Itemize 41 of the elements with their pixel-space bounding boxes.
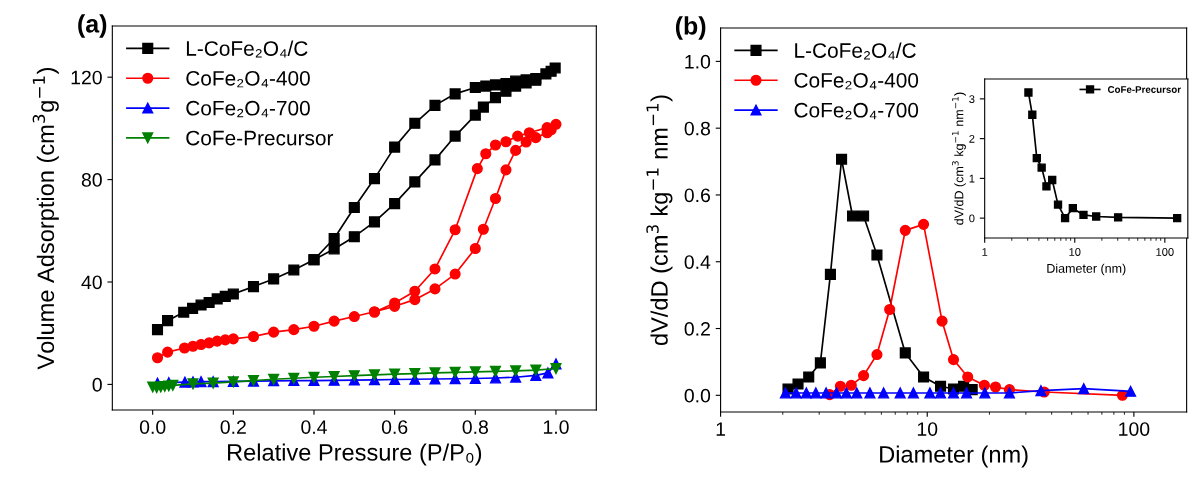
y-tick-label: 40: [81, 275, 102, 290]
legend-label: CoFe₂O₄-700: [794, 102, 919, 120]
y-tick-label: 0: [92, 377, 102, 392]
y-tick-label: 3: [969, 95, 975, 104]
y-tick-label: 0.8: [684, 121, 711, 136]
y-tick-label: 1: [969, 174, 975, 183]
legend-label: CoFe₂O₄-400: [794, 72, 919, 90]
legend-label: L-CoFe₂O₄/C: [186, 40, 308, 58]
y-tick-label: 0.6: [684, 188, 711, 203]
y-axis-title: dV/dD (cm$^{3}$ kg$^{−1}$ nm$^{−1}$): [646, 95, 673, 346]
y-tick-label: 120: [71, 70, 102, 85]
y-axis-title: dV/dD (cm$^{3}$ kg$^{−1}$ nm$^{−1}$): [952, 92, 966, 225]
y-tick-label: 1.0: [685, 54, 711, 69]
x-tick-label: 0.4: [301, 420, 327, 434]
legend-label: L-CoFe₂O₄/C: [795, 42, 916, 60]
legend-label: CoFe₂O₄-400: [186, 70, 310, 88]
x-tick-label: 1: [716, 422, 726, 436]
x-tick-label: 100: [1119, 422, 1150, 436]
x-tick-label: 10: [1069, 248, 1081, 256]
y-axis-title: Volume Adsorption (cm$^{3}$g$^{−1}$): [32, 68, 59, 370]
x-tick-label: 0.2: [220, 420, 246, 434]
y-tick-label: 80: [81, 173, 102, 187]
legend-label: CoFe₂O₄-700: [186, 100, 310, 118]
y-tick-label: 0.2: [684, 321, 710, 336]
chart-title: (b): [675, 16, 706, 40]
x-tick-label: 0.6: [381, 420, 408, 434]
x-axis-title: Diameter (nm): [1047, 263, 1126, 276]
x-tick-label: 100: [1156, 248, 1174, 256]
x-tick-label: 0.8: [462, 420, 488, 434]
x-tick-label: 1.0: [543, 420, 569, 434]
chart-title: (a): [78, 14, 107, 38]
y-tick-label: 0: [969, 214, 975, 223]
legend-label: CoFe-Precursor: [1107, 86, 1181, 93]
x-tick-label: 1: [982, 248, 988, 256]
x-tick-label: 0.0: [139, 420, 166, 434]
y-tick-label: 0.0: [684, 388, 711, 403]
y-tick-label: 2: [969, 134, 975, 143]
legend-label: CoFe-Precursor: [186, 130, 334, 146]
x-tick-label: 10: [917, 422, 938, 436]
x-axis-title: Relative Pressure (P/P₀): [228, 443, 482, 466]
x-axis-title: Diameter (nm): [880, 445, 1028, 468]
